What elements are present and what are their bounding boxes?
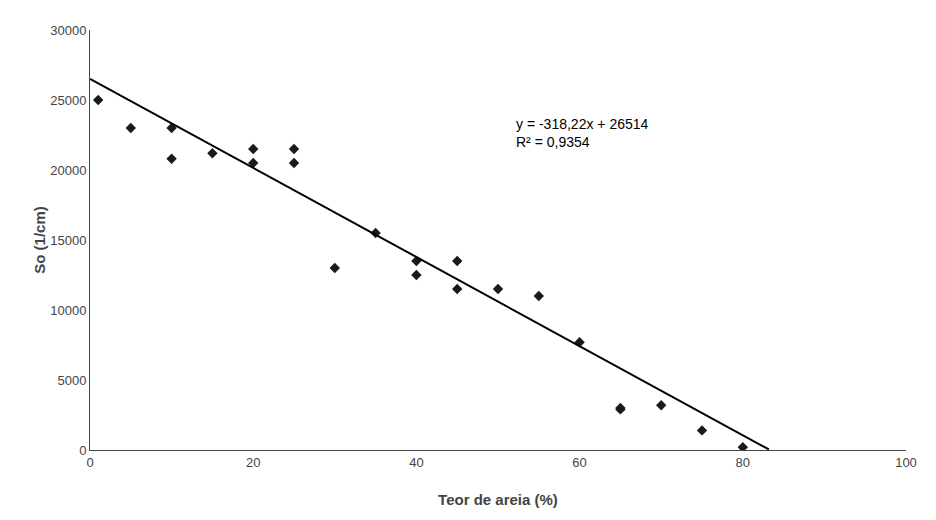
- svg-text:5000: 5000: [57, 373, 86, 388]
- svg-text:40: 40: [409, 455, 423, 470]
- svg-text:So (1/cm): So (1/cm): [31, 206, 48, 274]
- svg-text:60: 60: [572, 455, 586, 470]
- svg-text:y = -318,22x + 26514R² = 0,935: y = -318,22x + 26514R² = 0,9354: [516, 116, 649, 150]
- svg-text:20000: 20000: [50, 163, 86, 178]
- svg-text:30000: 30000: [50, 23, 86, 38]
- svg-text:20: 20: [246, 455, 260, 470]
- svg-text:0: 0: [86, 455, 93, 470]
- svg-text:0: 0: [79, 443, 86, 458]
- svg-text:15000: 15000: [50, 233, 86, 248]
- svg-text:10000: 10000: [50, 303, 86, 318]
- svg-text:100: 100: [895, 455, 917, 470]
- svg-text:80: 80: [736, 455, 750, 470]
- svg-text:Teor de areia (%): Teor de areia (%): [438, 491, 558, 508]
- svg-text:25000: 25000: [50, 93, 86, 108]
